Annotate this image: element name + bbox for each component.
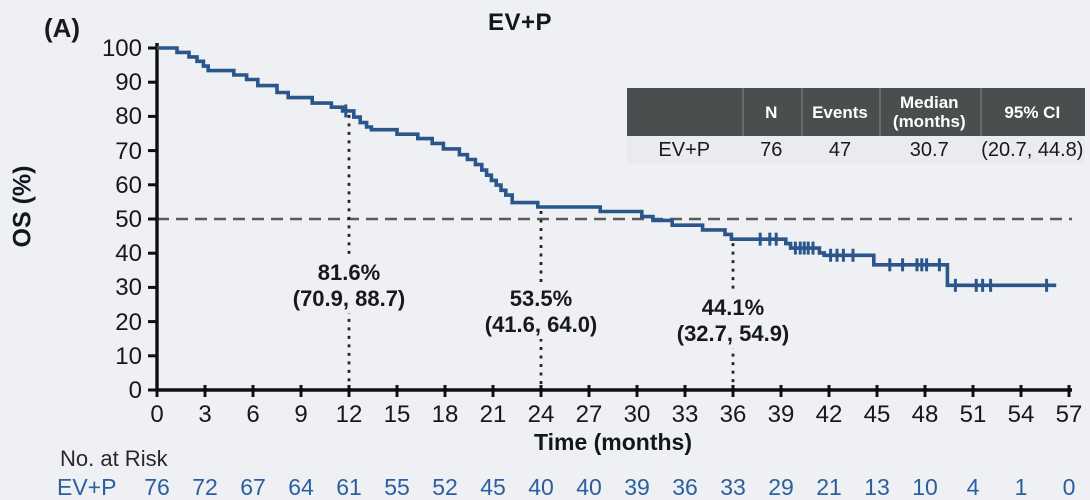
x-tick-label-42: 42	[815, 401, 843, 428]
risk-value-27m: 40	[576, 474, 602, 500]
summary-row-n: 76	[741, 136, 802, 164]
x-tick-label-6: 6	[246, 401, 260, 428]
x-tick-label-18: 18	[431, 401, 459, 428]
risk-value-36m: 33	[720, 474, 746, 500]
summary-table: N Events Median (months) 95% CI EV+P 76 …	[627, 88, 1085, 164]
summary-row-ci: (20.7, 44.8)	[979, 136, 1085, 164]
x-tick-label-30: 30	[623, 401, 651, 428]
annotation-12-months-ci: (70.9, 88.7)	[292, 286, 406, 311]
risk-value-54m: 1	[1014, 474, 1028, 500]
y-axis-title: OS (%)	[8, 165, 37, 248]
annotation-24-months: 53.5% (41.6, 64.0)	[480, 285, 602, 339]
risk-value-18m: 52	[432, 474, 458, 500]
x-axis-title: Time (months)	[533, 429, 693, 455]
y-tick-label-10: 10	[115, 342, 142, 370]
risk-value-24m: 40	[528, 474, 554, 500]
risk-value-42m: 21	[816, 474, 842, 500]
annotation-36-months: 44.1% (32.7, 54.9)	[672, 294, 794, 348]
risk-row-label: EV+P	[57, 474, 117, 500]
summary-row-median: 30.7	[878, 136, 980, 164]
annotation-24-months-ci: (41.6, 64.0)	[484, 312, 598, 337]
x-tick-label-0: 0	[150, 401, 164, 428]
risk-value-51m: 4	[966, 474, 980, 500]
risk-value-6m: 67	[240, 474, 266, 500]
risk-value-45m: 13	[864, 474, 890, 500]
risk-value-3m: 72	[192, 474, 218, 500]
y-tick-label-80: 80	[115, 103, 142, 131]
panel-label: (A)	[44, 13, 81, 43]
annotation-36-months-ci: (32.7, 54.9)	[676, 321, 790, 346]
annotation-12-months: 81.6% (70.9, 88.7)	[288, 259, 410, 313]
x-tick-label-27: 27	[575, 401, 603, 428]
annotation-36-months-estimate: 44.1%	[701, 295, 765, 320]
y-tick-label-50: 50	[115, 206, 142, 233]
chart-title: EV+P	[487, 9, 553, 36]
summary-row-events: 47	[801, 136, 879, 164]
x-tick-label-21: 21	[479, 401, 507, 428]
summary-header-median: Median (months)	[878, 88, 980, 136]
risk-value-15m: 55	[384, 474, 410, 500]
y-tick-label-100: 100	[101, 35, 142, 62]
risk-value-33m: 36	[672, 474, 698, 500]
summary-header-events: Events	[801, 88, 879, 136]
risk-value-30m: 39	[624, 474, 650, 500]
y-tick-label-20: 20	[115, 308, 142, 336]
x-tick-label-15: 15	[383, 401, 411, 428]
summary-header-n: N	[741, 88, 802, 136]
risk-value-9m: 64	[288, 474, 314, 500]
x-tick-label-45: 45	[863, 401, 891, 428]
y-tick-label-30: 30	[115, 274, 142, 302]
risk-value-57m: 0	[1062, 474, 1076, 500]
risk-value-12m: 61	[336, 474, 362, 500]
summary-header-blank	[627, 88, 742, 136]
x-tick-label-36: 36	[719, 401, 747, 428]
risk-value-48m: 10	[912, 474, 938, 500]
risk-table-title: No. at Risk	[60, 446, 168, 471]
x-tick-label-9: 9	[294, 401, 308, 428]
summary-row-label: EV+P	[627, 136, 742, 164]
x-tick-label-39: 39	[767, 401, 795, 428]
x-tick-label-51: 51	[959, 401, 987, 428]
y-tick-label-70: 70	[115, 137, 142, 165]
y-tick-label-0: 0	[128, 377, 142, 404]
risk-value-0m: 76	[144, 474, 170, 500]
annotation-12-months-estimate: 81.6%	[317, 260, 381, 285]
km-curve-ev-p	[157, 46, 1057, 288]
y-tick-label-60: 60	[115, 171, 142, 199]
risk-value-21m: 45	[480, 474, 506, 500]
x-tick-label-57: 57	[1055, 401, 1083, 428]
y-tick-label-90: 90	[115, 69, 142, 97]
summary-header-ci: 95% CI	[979, 88, 1085, 136]
x-tick-label-54: 54	[1007, 401, 1035, 428]
x-tick-label-12: 12	[335, 401, 363, 428]
x-tick-label-24: 24	[527, 401, 555, 428]
x-tick-label-48: 48	[911, 401, 939, 428]
x-tick-label-33: 33	[671, 401, 699, 428]
risk-value-39m: 29	[768, 474, 794, 500]
y-tick-label-40: 40	[115, 240, 142, 268]
annotation-24-months-estimate: 53.5%	[509, 286, 573, 311]
x-tick-label-3: 3	[198, 401, 212, 428]
